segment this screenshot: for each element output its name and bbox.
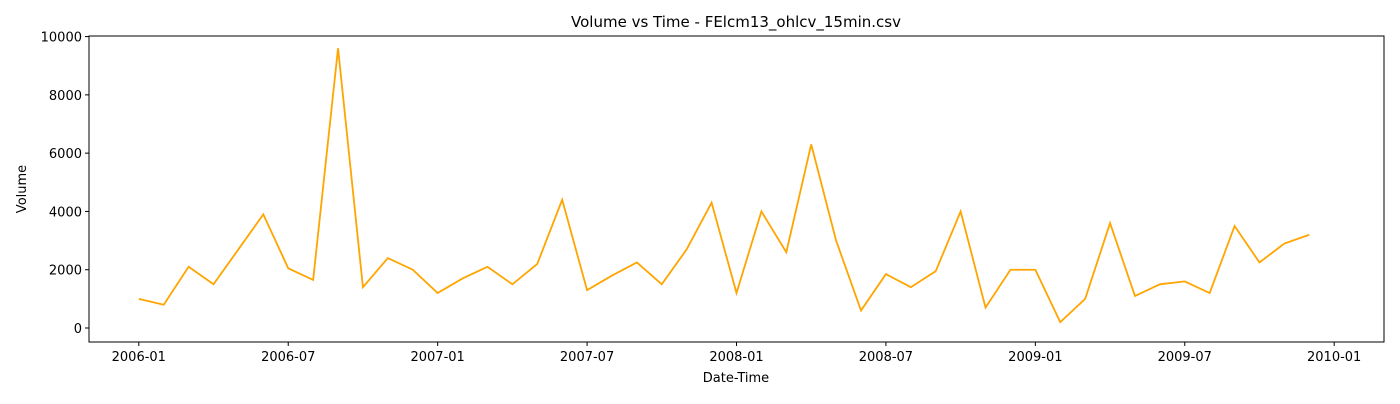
x-tick-label: 2006-01 xyxy=(112,350,166,365)
plot-frame xyxy=(88,35,1385,343)
y-tick-label: 6000 xyxy=(49,147,82,162)
x-tick-label: 2008-07 xyxy=(859,350,913,365)
x-tick-label: 2007-01 xyxy=(410,350,464,365)
x-tick-label: 2009-07 xyxy=(1158,350,1212,365)
y-axis-label: Volume xyxy=(15,165,30,213)
x-tick-label: 2009-01 xyxy=(1008,350,1062,365)
y-tick-label: 2000 xyxy=(49,264,82,279)
y-tick-label: 0 xyxy=(74,322,82,337)
line xyxy=(138,48,1310,324)
chart-title: Volume vs Time - FElcm13_ohlcv_15min.csv xyxy=(571,13,901,32)
y-tick-label: 8000 xyxy=(49,89,82,104)
y-tick-label: 4000 xyxy=(49,205,82,220)
x-tick-label: 2010-01 xyxy=(1307,350,1361,365)
y-tick-label: 10000 xyxy=(41,31,82,46)
x-tick-label: 2008-01 xyxy=(709,350,763,365)
x-tick-label: 2007-07 xyxy=(560,350,614,365)
x-axis-label: Date-Time xyxy=(703,371,769,386)
x-tick-label: 2006-07 xyxy=(261,350,315,365)
